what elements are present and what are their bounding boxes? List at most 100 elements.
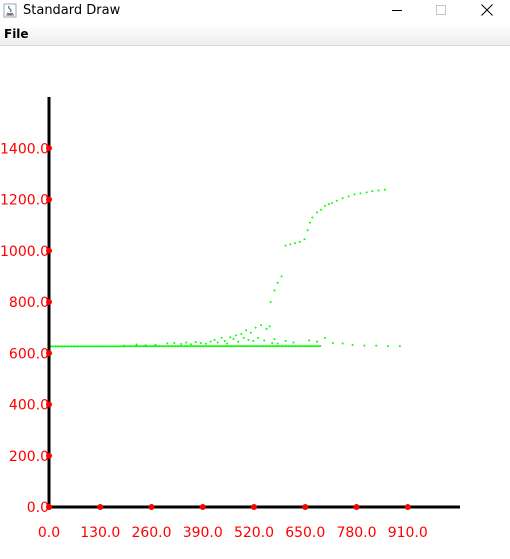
data-point — [240, 333, 243, 336]
data-point — [284, 244, 287, 247]
data-point — [154, 343, 157, 346]
y-tick-mark — [46, 196, 52, 203]
y-tick-label: 600.0 — [9, 346, 49, 362]
x-tick-label: 910.0 — [388, 525, 428, 541]
data-point — [353, 193, 356, 196]
data-point — [260, 324, 263, 327]
data-point — [232, 338, 235, 341]
data-point — [209, 340, 212, 343]
data-point — [375, 344, 378, 347]
data-point — [247, 338, 250, 341]
x-tick-label: 390.0 — [183, 525, 223, 541]
minimize-icon — [391, 3, 403, 21]
x-tick-mark — [97, 504, 104, 510]
maximize-icon — [435, 3, 447, 21]
data-point — [276, 281, 279, 284]
x-tick-mark — [404, 504, 411, 510]
data-point — [180, 343, 183, 346]
data-point — [351, 344, 354, 347]
data-point — [273, 338, 276, 341]
data-point — [320, 208, 323, 211]
data-point — [323, 336, 326, 339]
y-tick-label: 200.0 — [9, 449, 49, 465]
data-point — [308, 339, 311, 342]
data-point — [298, 240, 301, 243]
data-point — [226, 342, 229, 345]
x-tick-label: 260.0 — [131, 525, 171, 541]
x-ticks-layer: 0.0 130.0 260.0 390.0 520.0 650.0 780.0 910.0 — [38, 504, 428, 541]
y-tick-label: 1200.0 — [0, 193, 49, 209]
data-point — [365, 191, 368, 194]
data-point — [308, 221, 311, 224]
data-point — [185, 341, 188, 344]
x-tick-mark — [148, 504, 155, 510]
y-tick-label: 1400.0 — [0, 141, 49, 157]
x-tick-label: 0.0 — [38, 525, 60, 541]
data-point — [383, 188, 386, 191]
data-point — [316, 340, 319, 343]
menu-bar: File — [0, 24, 510, 46]
data-point — [173, 342, 176, 344]
title-bar[interactable]: Standard Draw — [0, 0, 510, 24]
y-tick-label: 1000.0 — [0, 244, 49, 260]
data-point — [306, 229, 309, 232]
y-tick-label: 800.0 — [9, 295, 49, 311]
x-tick-label: 130.0 — [80, 525, 120, 541]
data-point — [213, 338, 216, 341]
x-tick-label: 520.0 — [234, 525, 274, 541]
close-icon — [481, 3, 493, 21]
data-point — [189, 343, 192, 346]
data-point — [216, 341, 219, 344]
x-tick-label: 780.0 — [336, 525, 376, 541]
data-point — [294, 242, 296, 245]
y-tick-mark — [46, 350, 52, 357]
data-point — [292, 341, 295, 344]
close-button[interactable] — [464, 0, 510, 24]
y-tick-mark — [46, 452, 52, 459]
data-point — [135, 343, 138, 346]
points-layer — [48, 188, 401, 348]
data-point — [256, 336, 259, 339]
data-point — [199, 342, 202, 344]
data-point — [269, 301, 272, 303]
data-point — [341, 197, 344, 200]
x-tick-mark — [199, 504, 206, 510]
data-point — [387, 345, 390, 348]
data-point — [341, 342, 344, 345]
data-point — [252, 339, 255, 342]
data-point — [204, 342, 207, 345]
data-point — [249, 331, 252, 334]
data-point — [331, 202, 334, 205]
y-tick-mark — [46, 299, 52, 305]
data-point — [316, 211, 319, 214]
data-point — [234, 334, 237, 337]
minimize-button[interactable] — [374, 0, 420, 24]
window-title: Standard Draw — [23, 3, 121, 18]
data-point — [311, 216, 314, 219]
data-point — [166, 342, 169, 345]
data-point — [220, 336, 223, 339]
maximize-button[interactable] — [418, 0, 464, 24]
x-tick-mark — [302, 504, 309, 510]
data-point — [268, 325, 271, 328]
data-point — [289, 243, 292, 246]
data-point — [323, 204, 326, 207]
x-tick-mark — [353, 504, 360, 510]
data-point — [363, 344, 366, 347]
data-point — [327, 203, 330, 206]
drawing-canvas[interactable]: 0.0 130.0 260.0 390.0 520.0 650.0 780.0 910.0 0… — [0, 47, 510, 559]
data-point — [276, 342, 279, 345]
data-point — [331, 342, 334, 344]
menu-file[interactable]: File — [4, 27, 29, 41]
y-tick-label: 400.0 — [9, 398, 49, 414]
scatter-chart: 0.0 130.0 260.0 390.0 520.0 650.0 780.0 910.0 0… — [0, 97, 460, 541]
data-point — [303, 238, 306, 241]
data-point — [263, 339, 266, 342]
data-point — [194, 340, 197, 343]
x-tick-mark — [251, 504, 257, 510]
data-point — [223, 339, 226, 342]
data-point — [335, 199, 338, 202]
data-point — [245, 329, 248, 332]
data-point — [265, 327, 268, 330]
